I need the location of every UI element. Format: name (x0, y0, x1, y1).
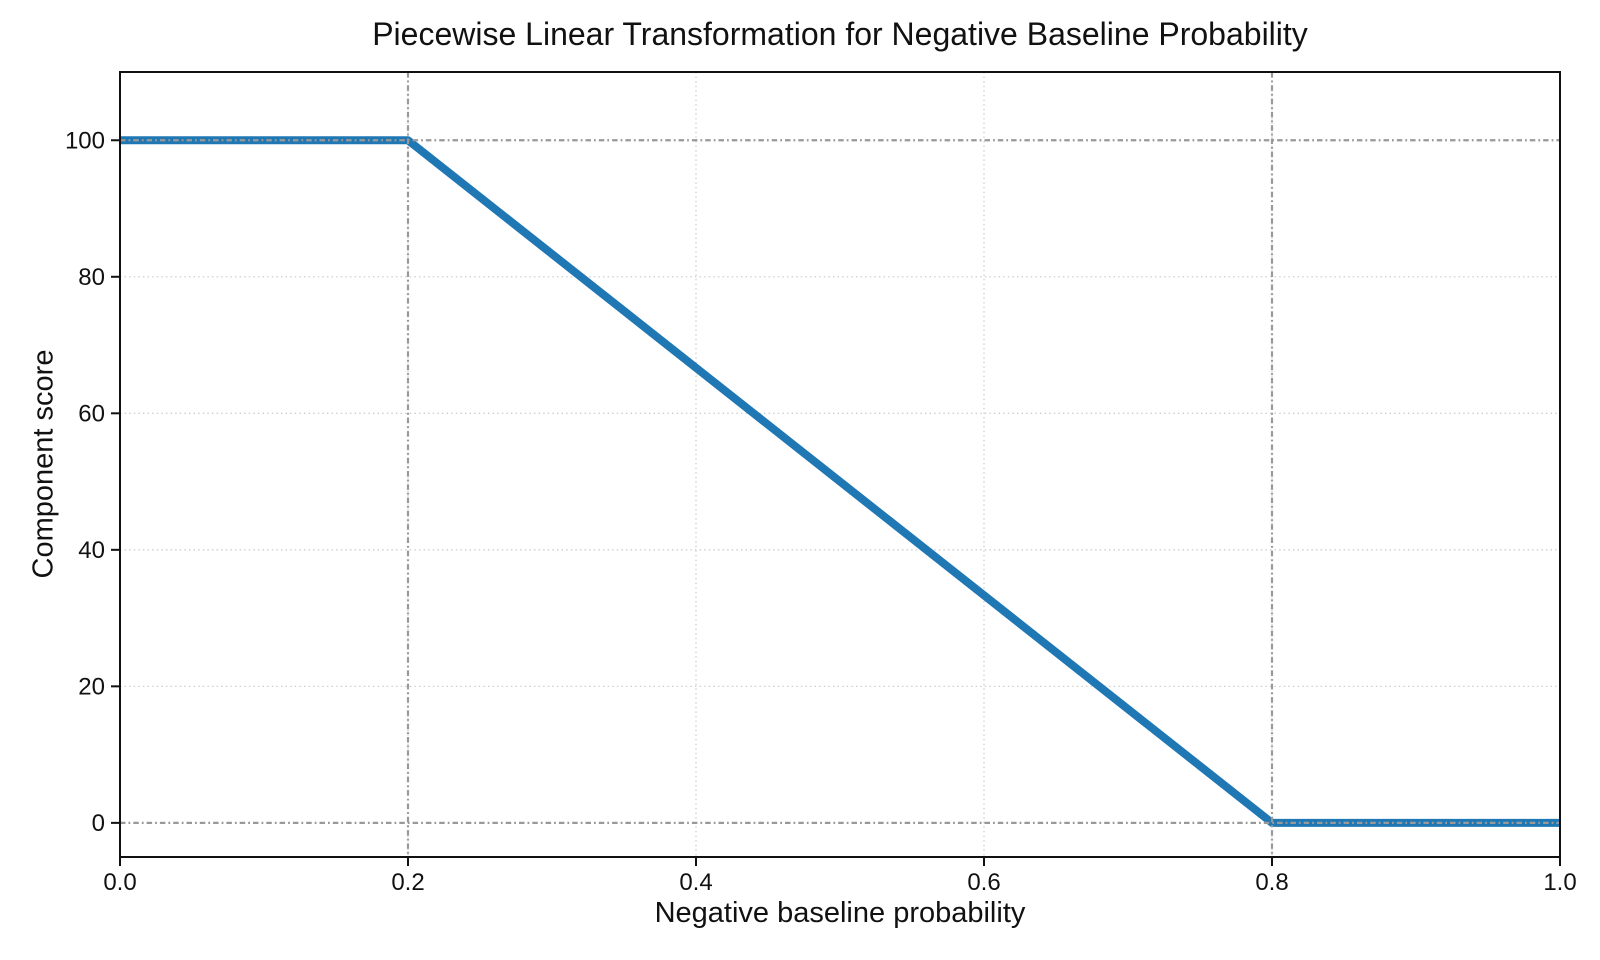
data-line (120, 136, 1560, 827)
x-axis-label: Negative baseline probability (654, 897, 1026, 929)
chart-title: Piecewise Linear Transformation for Nega… (372, 16, 1308, 52)
x-tick-label: 0.0 (103, 869, 136, 896)
y-axis-label: Component score (27, 349, 60, 579)
y-tick-label: 0 (92, 810, 105, 837)
x-tick-label: 0.4 (679, 869, 712, 896)
x-tick-label: 0.2 (391, 869, 424, 896)
x-tick-label: 1.0 (1543, 869, 1576, 896)
y-tick-label: 60 (78, 400, 105, 427)
y-tick-label: 40 (78, 537, 105, 564)
x-tick-label: 0.6 (967, 869, 1000, 896)
x-tick-label: 0.8 (1255, 869, 1288, 896)
y-tick-label: 80 (78, 264, 105, 291)
plot-border (119, 71, 1561, 858)
y-tick-label: 20 (78, 673, 105, 700)
y-tick-label: 100 (65, 127, 105, 154)
